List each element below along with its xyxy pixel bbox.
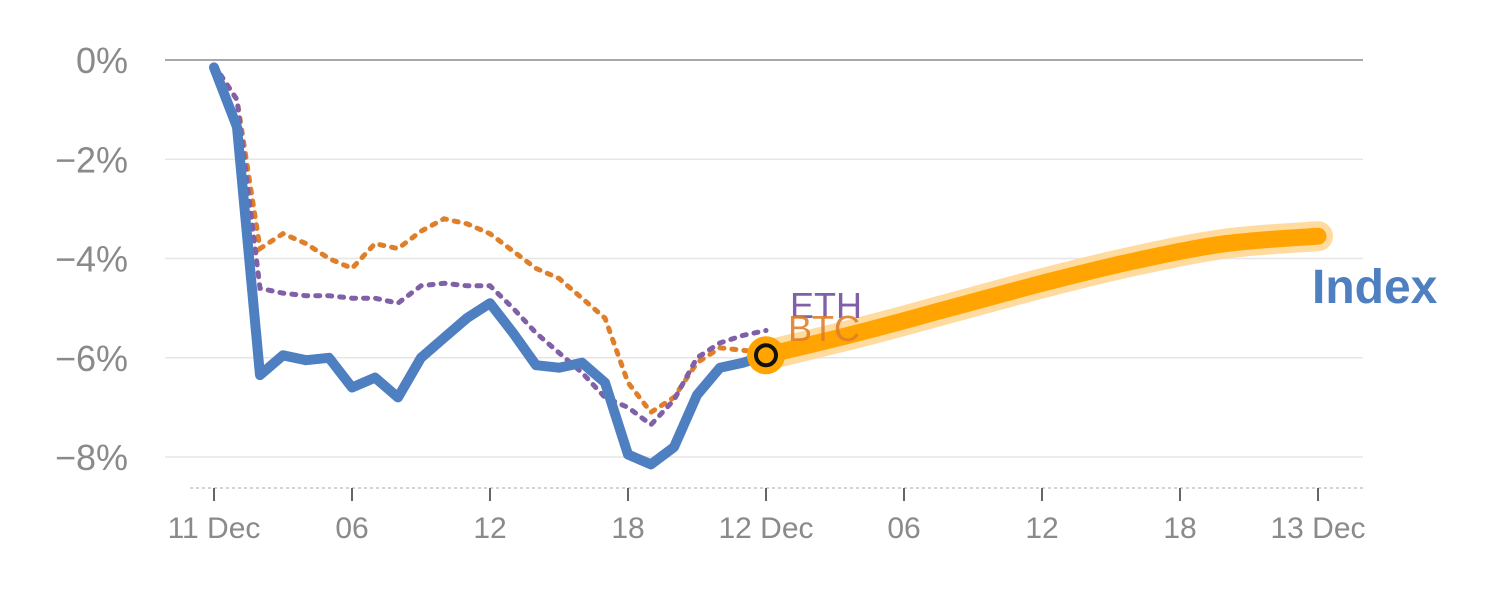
x-axis: 11 Dec 06 12 18 12 Dec 06 12 18 13 Dec xyxy=(168,488,1366,545)
series-line-eth xyxy=(211,62,769,429)
y-tick-label: −4% xyxy=(55,239,128,280)
x-tick-label: 06 xyxy=(335,512,368,545)
x-tick-label: 06 xyxy=(887,512,920,545)
x-tick-label: 12 Dec xyxy=(718,512,813,545)
x-tick-label: 11 Dec xyxy=(168,512,261,545)
grid-lines xyxy=(165,59,1363,489)
current-point-marker xyxy=(747,336,785,375)
x-tick-label: 18 xyxy=(611,512,644,545)
series-label-index: Index xyxy=(1312,261,1438,314)
y-tick-label: −8% xyxy=(55,437,128,478)
series-line-index-projection xyxy=(757,227,1327,364)
marker-dot xyxy=(754,343,778,368)
y-tick-label: −6% xyxy=(55,338,128,379)
y-tick-label: −2% xyxy=(55,139,128,180)
x-tick-label: 13 Dec xyxy=(1270,512,1365,545)
series-line-index xyxy=(209,62,771,470)
x-tick-label: 12 xyxy=(1025,512,1058,545)
x-tick-label: 18 xyxy=(1163,512,1196,545)
series-label-eth: ETH xyxy=(790,285,862,326)
series-label-btc: BTC xyxy=(788,308,860,349)
series-lines xyxy=(209,62,1333,470)
x-tick-label: 12 xyxy=(473,512,506,545)
series-labels: ETH BTC Index xyxy=(788,261,1438,349)
y-axis: 0% −2% −4% −6% −8% xyxy=(55,40,128,478)
y-tick-label: 0% xyxy=(76,40,128,81)
